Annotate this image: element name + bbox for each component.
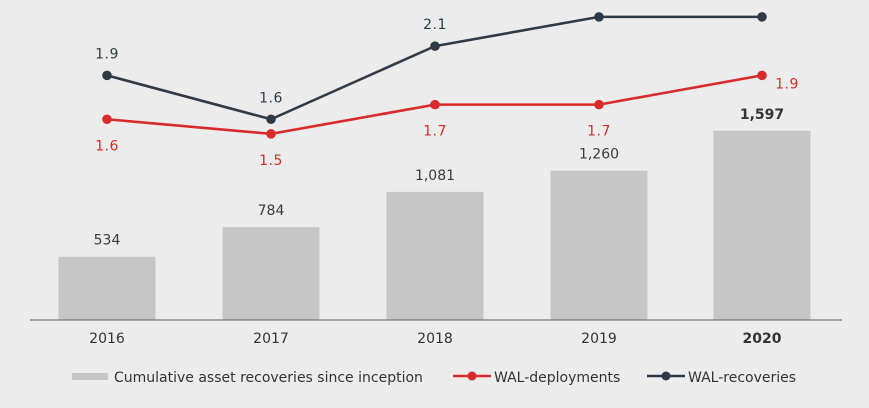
point-label-wal-recoveries-2019: 2.3 (587, 0, 611, 4)
legend-recoveries-label: WAL-recoveries (688, 370, 796, 386)
point-label-wal-recoveries-2018: 2.1 (423, 17, 447, 33)
legend-deployments-label: WAL-deployments (494, 370, 620, 386)
bar-2019 (550, 170, 648, 320)
point-wal-deployments-2018 (430, 99, 440, 110)
bar-2020 (713, 130, 811, 320)
point-wal-deployments-2020 (757, 70, 767, 81)
x-tick-2016: 2016 (89, 331, 125, 347)
ticks-layer: 2016 2017 2018 2019 2020 (89, 331, 782, 347)
point-wal-recoveries-2017 (266, 114, 276, 125)
point-label-wal-deployments-2017: 1.5 (259, 153, 283, 169)
x-tick-2017: 2017 (253, 331, 289, 347)
point-wal-recoveries-2016 (102, 70, 112, 81)
legend-recoveries-marker (661, 371, 671, 381)
bar-2016 (58, 256, 156, 320)
bar-label-2016: 534 (94, 233, 121, 249)
legend-bar-label: Cumulative asset recoveries since incept… (114, 370, 423, 386)
x-tick-2020: 2020 (743, 331, 782, 347)
point-wal-recoveries-2018 (430, 41, 440, 51)
legend-deployments-marker (467, 371, 477, 381)
x-tick-2019: 2019 (581, 331, 617, 347)
point-wal-deployments-2017 (266, 129, 276, 139)
legend-bar-swatch (72, 373, 108, 380)
bar-label-2017: 784 (258, 203, 285, 219)
bar-label-2018: 1,081 (415, 168, 455, 184)
bar-label-2019: 1,260 (579, 147, 619, 163)
lines-layer: 1.6 1.5 1.7 1.7 1.9 1.9 1.6 2.1 2.3 2.3 (95, 0, 799, 169)
point-label-wal-deployments-2018: 1.7 (423, 124, 447, 140)
point-label-wal-deployments-2019: 1.7 (587, 124, 611, 140)
legend: Cumulative asset recoveries since incept… (72, 370, 796, 386)
bar-2018 (386, 191, 484, 320)
bars-layer: 534 784 1,081 1,260 1,597 (58, 107, 811, 320)
point-wal-deployments-2019 (594, 99, 604, 110)
point-label-wal-recoveries-2017: 1.6 (259, 90, 283, 106)
bar-label-2020: 1,597 (740, 107, 784, 123)
point-wal-deployments-2016 (102, 114, 112, 125)
point-label-wal-deployments-2016: 1.6 (95, 138, 119, 154)
x-tick-2018: 2018 (417, 331, 453, 347)
point-label-wal-deployments-2020: 1.9 (775, 76, 799, 92)
point-label-wal-recoveries-2016: 1.9 (95, 46, 119, 62)
bar-2017 (222, 227, 320, 320)
point-label-wal-recoveries-2020: 2.3 (750, 0, 774, 4)
point-wal-recoveries-2019 (594, 12, 604, 22)
point-wal-recoveries-2020 (757, 12, 767, 22)
